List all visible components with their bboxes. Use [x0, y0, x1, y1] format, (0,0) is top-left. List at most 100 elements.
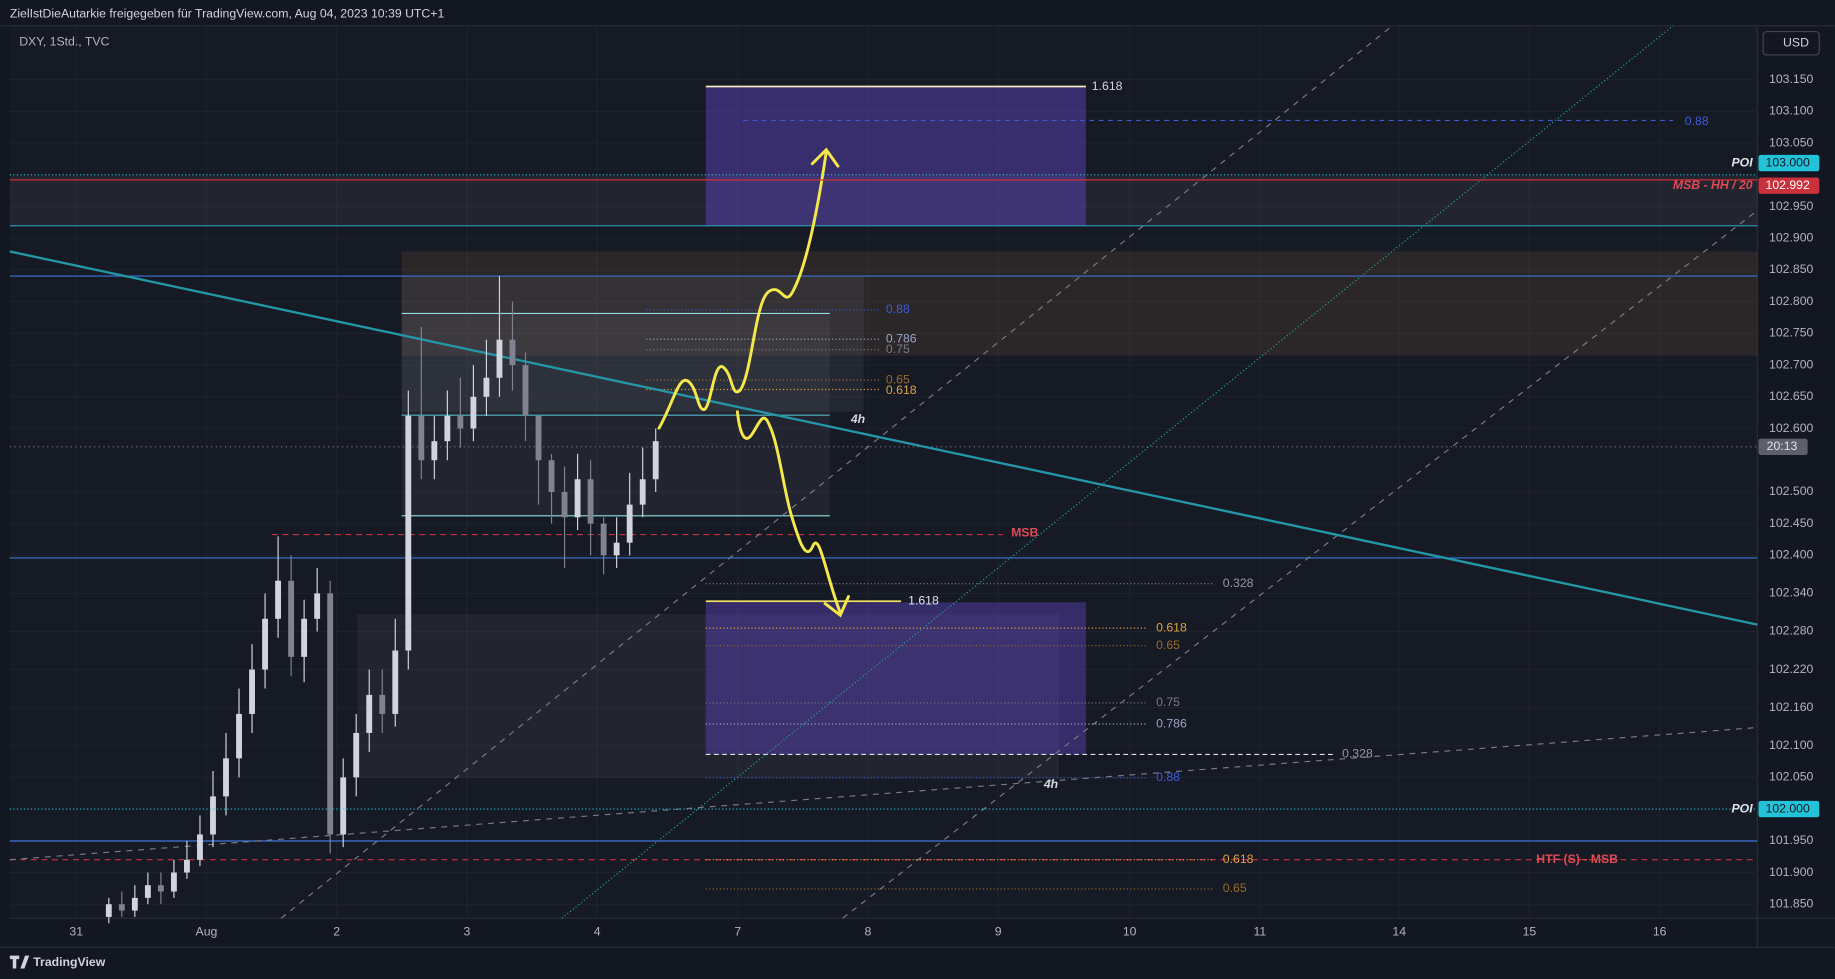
- annotation: 0.75: [1156, 695, 1180, 709]
- arrow-up: [657, 150, 828, 430]
- y-tick-label: 102.500: [1769, 484, 1814, 498]
- zone: [401, 251, 1758, 356]
- candles: [105, 276, 659, 924]
- price-line-name: POI: [1731, 155, 1753, 169]
- y-tick-label: 102.600: [1769, 421, 1814, 435]
- annotation: 0.88: [1685, 114, 1709, 128]
- y-tick-label: 102.800: [1769, 294, 1814, 308]
- candle-body: [600, 523, 607, 556]
- countdown-label: 20:13: [1767, 439, 1798, 453]
- projection-arrows: [657, 147, 850, 618]
- candle-body: [314, 593, 321, 619]
- candle-body: [613, 542, 620, 556]
- grid: [9, 25, 1758, 919]
- candle-body: [118, 904, 125, 911]
- trend-line: [561, 25, 1674, 919]
- trend-line: [280, 25, 1393, 919]
- price-badge: [1758, 800, 1820, 818]
- candle-body: [288, 580, 295, 657]
- price-badge-label: 102.992: [1765, 178, 1810, 192]
- candle-body: [131, 897, 138, 911]
- annotation: 0.88: [886, 302, 910, 316]
- price-badge: [1758, 177, 1820, 194]
- candle-body: [626, 504, 633, 543]
- candle-body: [379, 694, 386, 714]
- annotation: 0.88: [1156, 770, 1180, 784]
- candle-body: [327, 593, 334, 835]
- y-tick-label: 102.700: [1769, 357, 1814, 371]
- annotation: 0.618: [1156, 620, 1187, 634]
- candle-body: [170, 872, 177, 892]
- y-tick-label: 102.650: [1769, 389, 1814, 403]
- y-tick-label: 102.950: [1769, 199, 1814, 213]
- x-tick-label: 14: [1392, 924, 1406, 938]
- candle-body: [184, 859, 190, 873]
- candle-body: [431, 441, 438, 461]
- candle-body: [535, 415, 542, 461]
- zone: [401, 313, 830, 516]
- currency-button[interactable]: [1762, 30, 1820, 56]
- x-tick-label: 10: [1123, 924, 1137, 938]
- trend-line: [9, 250, 1758, 626]
- arrow-head: [823, 595, 850, 618]
- drawings: [9, 25, 1758, 919]
- candle-body: [496, 339, 503, 378]
- candle-body: [444, 415, 451, 442]
- candle-body: [144, 885, 151, 898]
- candle-body: [405, 415, 412, 651]
- x-tick-label: 4: [594, 924, 601, 938]
- countdown-badge: [1758, 438, 1808, 455]
- y-tick-label: 102.160: [1769, 700, 1814, 714]
- candle-body: [470, 396, 477, 429]
- y-tick-label: 101.900: [1769, 865, 1814, 879]
- candle-body: [574, 479, 581, 518]
- y-tick-label: 102.900: [1769, 230, 1814, 244]
- candle-body: [366, 694, 373, 733]
- price-badge-label: 102.000: [1765, 801, 1810, 815]
- annotation: 1.618: [908, 593, 939, 607]
- candle-body: [249, 669, 255, 714]
- y-tick-label: 102.400: [1769, 548, 1814, 562]
- annotation: 0.65: [1223, 881, 1247, 895]
- candle-body: [275, 580, 282, 619]
- candle-body: [223, 758, 229, 797]
- currency-label[interactable]: USD: [1783, 36, 1809, 50]
- annotation: HTF (S) - MSB: [1536, 852, 1618, 866]
- candle-body: [197, 834, 203, 860]
- candle-body: [210, 796, 216, 835]
- candle-body: [561, 491, 568, 518]
- x-tick-label: 8: [865, 924, 872, 938]
- annotation: 0.75: [886, 342, 910, 356]
- annotation: MSB: [1011, 526, 1038, 540]
- price-badge: [1758, 154, 1820, 172]
- x-tick-label: 15: [1523, 924, 1537, 938]
- price-line-name: MSB - HH / 20: [1673, 178, 1753, 192]
- candle-body: [392, 650, 399, 714]
- x-tick-label: 31: [69, 924, 83, 938]
- candle-body: [639, 479, 646, 505]
- candle-body: [353, 732, 360, 778]
- annotation: 0.65: [1156, 638, 1180, 652]
- zone: [357, 614, 1060, 778]
- y-tick-label: 102.850: [1769, 262, 1814, 276]
- overlay: 103.150 103.100 103.050 102.950 102.900 102.8…: [9, 72, 1820, 938]
- candle-body: [262, 618, 268, 670]
- arrow-head: [810, 147, 840, 168]
- x-tick-label: Aug: [196, 924, 218, 938]
- y-tick-label: 102.050: [1769, 770, 1814, 784]
- x-tick-label: 3: [463, 924, 470, 938]
- y-tick-label: 102.220: [1769, 662, 1814, 676]
- y-tick-label: 102.750: [1769, 326, 1814, 340]
- candle-body: [157, 885, 164, 892]
- candle-body: [483, 377, 490, 397]
- x-tick-label: 9: [995, 924, 1002, 938]
- price-line-name: POI: [1731, 801, 1753, 815]
- logo-icon: [9, 955, 30, 969]
- zone: [9, 175, 1758, 226]
- header-title: ZielIstDieAutarkie freigegeben für Tradi…: [10, 6, 445, 20]
- annotation: 1.618: [1092, 79, 1123, 93]
- candle-body: [236, 713, 242, 759]
- annotation: 4h: [1043, 777, 1058, 791]
